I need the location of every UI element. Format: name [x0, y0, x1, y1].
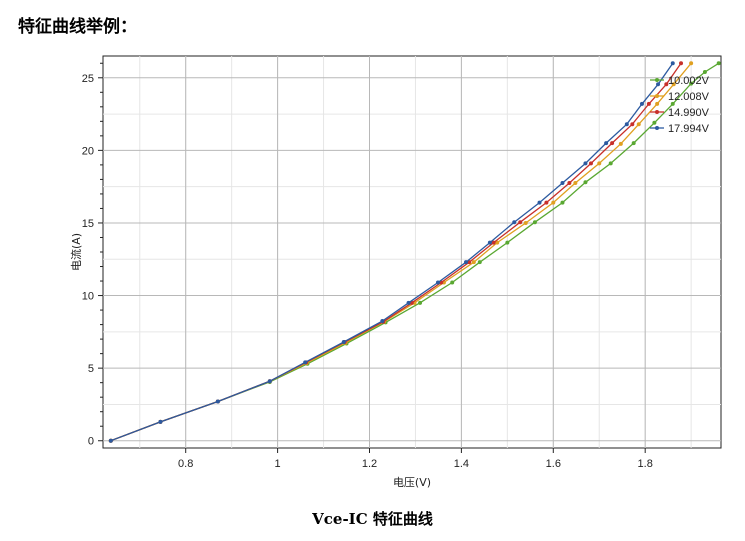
data-point [495, 240, 500, 245]
series-line [110, 62, 674, 442]
data-point [537, 200, 542, 205]
data-point [671, 82, 676, 87]
plot-area [102, 55, 722, 449]
y-tick-label: 25 [82, 73, 94, 85]
legend-marker [655, 94, 659, 98]
data-point [551, 200, 556, 205]
legend-marker [655, 110, 659, 114]
y-tick-label: 20 [82, 145, 94, 157]
data-point [471, 260, 476, 265]
legend-label: 12.008V [668, 91, 710, 103]
data-point [652, 120, 657, 125]
data-point [656, 82, 661, 87]
chart-caption: Vce-IC 特征曲线 [312, 510, 433, 528]
data-point [689, 61, 694, 66]
y-tick-label: 15 [82, 218, 94, 230]
data-point [505, 240, 510, 245]
legend-marker [655, 126, 659, 130]
x-axis-label: 电压(V) [393, 476, 431, 489]
data-point [588, 161, 593, 166]
data-point [670, 101, 675, 106]
series-17.994V [108, 61, 675, 443]
data-point [491, 240, 496, 245]
data-point [646, 101, 651, 106]
data-point [406, 300, 411, 305]
data-point [567, 181, 572, 186]
data-point [679, 61, 684, 66]
x-tick-label: 1 [275, 458, 281, 470]
data-point [487, 240, 492, 245]
data-point [158, 419, 163, 424]
data-point [523, 220, 528, 225]
series-group [108, 61, 721, 443]
data-point [463, 260, 468, 265]
data-point [670, 61, 675, 66]
data-point [108, 438, 113, 443]
data-point [636, 122, 641, 127]
data-point [597, 161, 602, 166]
data-point [512, 220, 517, 225]
data-point [341, 340, 346, 345]
data-point [689, 81, 694, 86]
x-tick-label: 1.6 [546, 458, 561, 470]
data-point [380, 318, 385, 323]
y-tick-label: 0 [88, 436, 94, 448]
x-tick-label: 1.8 [638, 458, 653, 470]
data-point [303, 360, 308, 365]
x-tick-label: 0.8 [178, 458, 193, 470]
data-point [655, 101, 660, 106]
data-point [573, 181, 578, 186]
data-point [631, 141, 636, 146]
data-point [560, 181, 565, 186]
data-point [608, 161, 613, 166]
data-point [618, 141, 623, 146]
data-point [544, 200, 549, 205]
data-point [450, 280, 455, 285]
data-point [560, 200, 565, 205]
ticks: 0.8 1 1.2 1.4 1.6 1.8 0 5 10 15 20 25 [82, 62, 653, 470]
data-point [639, 101, 644, 106]
page-heading: 特征曲线举例： [18, 17, 137, 37]
legend-marker [655, 78, 659, 82]
data-point [624, 122, 629, 127]
data-point [215, 399, 220, 404]
legend-label: 10.002V [668, 75, 710, 87]
data-point [604, 141, 609, 146]
data-point [583, 180, 588, 185]
data-point [716, 61, 721, 66]
data-point [418, 300, 423, 305]
data-point [518, 220, 523, 225]
y-axis-label: 电流(A) [69, 233, 83, 271]
x-tick-label: 1.4 [454, 458, 469, 470]
data-point [610, 141, 615, 146]
data-point [435, 280, 440, 285]
y-tick-label: 5 [88, 363, 94, 375]
legend: 10.002V 12.008V 14.990V 17.994V [650, 75, 710, 135]
legend-label: 17.994V [668, 123, 710, 135]
grid [103, 56, 721, 448]
data-point [702, 69, 707, 74]
x-tick-label: 1.2 [362, 458, 377, 470]
data-point [664, 82, 669, 87]
y-tick-label: 10 [82, 291, 94, 303]
data-point [477, 260, 482, 265]
data-point [267, 379, 272, 384]
data-point [630, 122, 635, 127]
legend-label: 14.990V [668, 107, 710, 119]
data-point [583, 161, 588, 166]
data-point [532, 220, 537, 225]
